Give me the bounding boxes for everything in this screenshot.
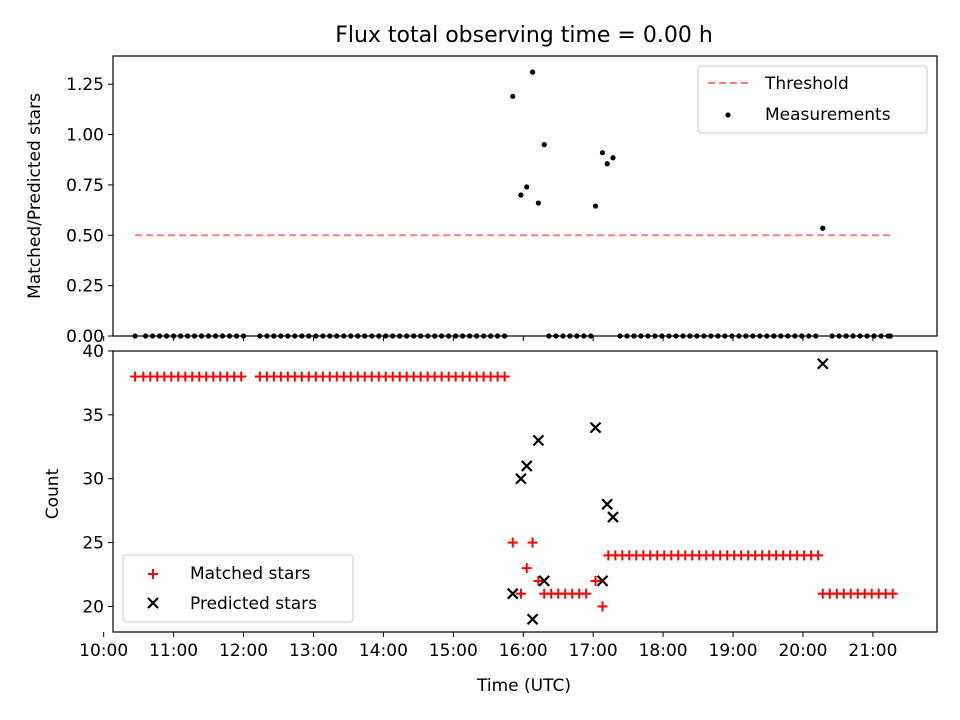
bottom-plot-area [130, 357, 898, 626]
matched-star-point [521, 563, 532, 574]
legend-predicted-marker [147, 597, 159, 609]
x-tick-label: 11:00 [149, 641, 198, 661]
x-tick-label: 20:00 [778, 641, 827, 661]
legend-matched-marker [148, 569, 158, 579]
x-axis-label: Time (UTC) [476, 676, 571, 696]
predicted-star-point-b [601, 498, 613, 511]
legend-measurements-label: Measurements [765, 105, 891, 125]
predicted-star-point-b [596, 575, 609, 587]
predicted-star-point [515, 472, 527, 485]
matched-star-point [515, 588, 526, 599]
bottom-y-ticks: 20 25 30 35 40 [82, 342, 113, 617]
top-y-tick-label: 0.25 [66, 277, 104, 297]
matched-star-point [499, 371, 510, 382]
measurement-point [541, 142, 547, 148]
predicted-star-point [607, 511, 619, 523]
predicted-star-point-b [538, 575, 551, 587]
bottom-legend-box [122, 554, 354, 623]
matched-star-point [887, 588, 898, 599]
predicted-star-point-b [817, 357, 829, 370]
legend-predicted-marker-b [147, 597, 159, 609]
top-legend-box [697, 65, 928, 134]
matched-star-point [590, 575, 601, 586]
predicted-star-point [601, 498, 613, 511]
legend-threshold-label: Threshold [764, 74, 849, 94]
measurement-point [524, 184, 530, 190]
top-y-tick-label: 0.50 [66, 226, 104, 246]
predicted-star-point-b [589, 421, 602, 434]
bottom-legend: Matched stars Predicted stars [122, 554, 354, 623]
predicted-star-point [817, 357, 829, 370]
top-legend: Threshold Measurements [697, 65, 928, 134]
matched-star-point [581, 588, 592, 599]
x-tick-label: 10:00 [79, 641, 128, 661]
x-tick-label: 18:00 [639, 641, 688, 661]
measurement-point [518, 192, 524, 198]
top-axes: 0.00 0.25 0.50 0.75 1.00 1.25 Matched/Predict… [25, 55, 938, 347]
measurement-point [604, 161, 610, 167]
legend-matched-label: Matched stars [190, 564, 310, 584]
x-tick-label: 19:00 [709, 641, 758, 661]
matched-star-point [813, 550, 824, 561]
bottom-y-tick-label: 30 [82, 470, 104, 490]
matched-star-point [236, 371, 247, 382]
top-y-tick-label: 0.00 [66, 327, 104, 347]
predicted-star-point-b [532, 434, 545, 447]
x-tick-label: 15:00 [429, 641, 478, 661]
x-tick-label: 21:00 [848, 641, 897, 661]
top-y-axis-label: Matched/Predicted stars [25, 93, 45, 299]
predicted-star-point-b [515, 472, 527, 485]
chart-title: Flux total observing time = 0.00 h [335, 23, 713, 48]
top-y-ticks: 0.00 0.25 0.50 0.75 1.00 1.25 [66, 75, 113, 347]
bottom-y-tick-label: 40 [82, 342, 104, 362]
x-tick-label: 14:00 [359, 641, 408, 661]
measurement-point [599, 150, 606, 156]
legend-measurements-swatch [725, 112, 731, 118]
legend-predicted-label: Predicted stars [190, 594, 317, 614]
measurement-point [820, 225, 826, 231]
x-tick-label: 13:00 [289, 641, 338, 661]
top-x-ticks [103, 336, 874, 341]
matched-star-point [507, 537, 518, 548]
matched-star-point [527, 537, 538, 548]
predicted-star-point [526, 613, 539, 626]
measurement-point [529, 69, 536, 75]
predicted-star-point [520, 460, 533, 472]
predicted-star-point-b [607, 511, 619, 523]
bottom-y-tick-label: 25 [82, 534, 104, 554]
bottom-axes-frame [112, 350, 938, 633]
top-axes-frame [112, 55, 938, 337]
x-tick-label: 16:00 [499, 641, 548, 661]
predicted-star-point [532, 434, 545, 447]
predicted-star-point-b [520, 460, 533, 472]
bottom-y-tick-label: 35 [82, 406, 104, 426]
bottom-y-axis-label: Count [43, 468, 63, 519]
top-y-tick-label: 0.75 [66, 176, 104, 196]
predicted-star-point [506, 587, 519, 600]
predicted-star-point [596, 575, 609, 587]
measurement-point [592, 203, 599, 209]
predicted-star-point [538, 575, 551, 587]
measurement-point [610, 155, 616, 161]
x-tick-label: 17:00 [569, 641, 618, 661]
matched-star-point [533, 575, 544, 586]
predicted-star-point-b [526, 613, 539, 626]
legend-matched-swatch [148, 569, 158, 579]
top-y-tick-label: 1.25 [66, 75, 104, 95]
measurement-point [535, 200, 542, 206]
measurement-point [510, 93, 516, 99]
top-y-tick-label: 1.00 [66, 126, 104, 146]
bottom-axes: 20 25 30 35 40 10:00 11:00 12:00 13:00 14:00 15:0… [43, 342, 938, 696]
predicted-star-point-b [506, 587, 519, 600]
matched-star-point [597, 601, 608, 612]
bottom-y-tick-label: 20 [82, 597, 104, 617]
predicted-star-point [589, 421, 602, 434]
x-tick-label: 12:00 [219, 641, 268, 661]
legend-predicted-swatch [147, 597, 159, 609]
bottom-x-ticks: 10:00 11:00 12:00 13:00 14:00 15:00 16:00 17:00… [79, 632, 897, 661]
